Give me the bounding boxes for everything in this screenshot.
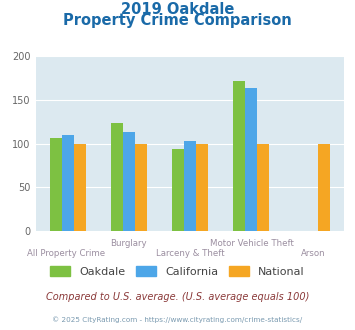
Text: Motor Vehicle Theft: Motor Vehicle Theft (210, 239, 294, 248)
Text: All Property Crime: All Property Crime (27, 249, 105, 258)
Bar (318, 144, 330, 231)
Text: Arson: Arson (301, 249, 326, 258)
Text: Compared to U.S. average. (U.S. average equals 100): Compared to U.S. average. (U.S. average … (46, 292, 309, 302)
Legend: Oakdale, California, National: Oakdale, California, National (46, 261, 309, 281)
Bar (110, 123, 123, 231)
Text: 2019 Oakdale: 2019 Oakdale (121, 2, 234, 16)
Bar (123, 132, 135, 231)
Text: © 2025 CityRating.com - https://www.cityrating.com/crime-statistics/: © 2025 CityRating.com - https://www.city… (53, 316, 302, 323)
Bar (62, 135, 74, 231)
Bar (245, 88, 257, 231)
Bar (50, 138, 62, 231)
Bar (257, 144, 269, 231)
Bar (74, 144, 86, 231)
Bar (171, 149, 184, 231)
Text: Burglary: Burglary (110, 239, 147, 248)
Bar (184, 141, 196, 231)
Text: Larceny & Theft: Larceny & Theft (155, 249, 224, 258)
Bar (196, 144, 208, 231)
Bar (135, 144, 147, 231)
Bar (233, 81, 245, 231)
Text: Property Crime Comparison: Property Crime Comparison (63, 13, 292, 28)
